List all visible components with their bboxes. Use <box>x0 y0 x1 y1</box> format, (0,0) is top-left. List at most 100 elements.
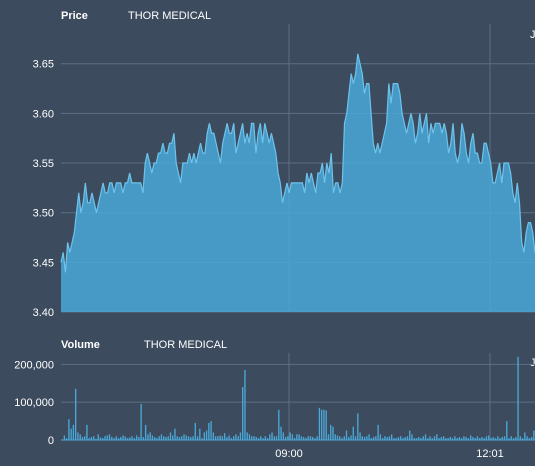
volume-bars-layer <box>61 356 535 441</box>
volume-bar <box>278 409 280 440</box>
volume-bar <box>255 436 257 440</box>
volume-bar <box>63 435 66 440</box>
volume-bar <box>181 436 183 440</box>
volume-bar <box>479 438 481 440</box>
volume-bar <box>124 436 126 440</box>
volume-bar <box>111 436 113 440</box>
volume-bar <box>298 434 300 440</box>
volume-bar <box>483 438 485 440</box>
volume-bar <box>436 434 438 440</box>
volume-bar <box>178 436 181 440</box>
volume-bar <box>266 438 269 440</box>
volume-bar <box>273 436 275 440</box>
volume-ytick-label: 200,000 <box>14 359 54 371</box>
volume-ytick-label: 0 <box>48 435 54 447</box>
volume-bar <box>341 438 343 440</box>
volume-bar <box>271 432 273 440</box>
volume-bar <box>219 435 221 440</box>
volume-bar <box>68 419 70 440</box>
volume-bar <box>284 436 287 440</box>
volume-bar <box>492 436 494 440</box>
volume-bar <box>138 436 140 440</box>
price-line <box>60 53 535 273</box>
volume-bar <box>115 436 117 440</box>
volume-bar <box>90 436 93 440</box>
volume-bar <box>309 436 312 440</box>
volume-bar <box>497 436 499 440</box>
volume-bar <box>237 436 239 440</box>
volume-bar <box>289 432 291 440</box>
volume-bar <box>167 436 169 440</box>
volume-bar <box>244 370 246 440</box>
volume-bar <box>476 436 479 440</box>
volume-bar <box>149 432 151 440</box>
volume-bar <box>352 426 354 440</box>
volume-bar <box>456 438 458 440</box>
volume-bar <box>318 407 321 440</box>
volume-bar <box>70 428 72 440</box>
volume-bar <box>485 436 488 440</box>
volume-bar <box>442 436 445 440</box>
volume-bar <box>147 434 149 440</box>
volume-bar <box>205 430 208 440</box>
volume-bar <box>163 436 165 440</box>
volume-bar <box>172 435 174 440</box>
volume-bar <box>199 428 201 440</box>
volume-bar <box>345 430 348 440</box>
volume-bar <box>174 428 176 440</box>
volume-bar <box>316 436 318 440</box>
volume-bar <box>449 436 452 440</box>
price-corner-label: J <box>530 29 535 41</box>
volume-bar <box>176 436 178 440</box>
volume-bar <box>246 432 248 440</box>
volume-bar <box>93 436 95 440</box>
volume-bar <box>411 434 413 440</box>
volume-bar <box>282 432 284 440</box>
volume-bar <box>363 436 366 440</box>
volume-bar <box>221 436 224 440</box>
volume-bar <box>418 436 420 440</box>
volume-bar <box>307 436 309 440</box>
volume-corner-label: J <box>530 357 535 369</box>
volume-bar <box>269 434 271 440</box>
volume-bar <box>235 434 237 440</box>
volume-bar <box>467 438 470 440</box>
volume-bar <box>404 436 406 440</box>
volume-bar <box>187 436 190 440</box>
volume-bar <box>447 438 449 440</box>
volume-bar <box>472 436 474 440</box>
volume-bar <box>366 436 368 440</box>
volume-bar <box>517 356 519 440</box>
volume-bar <box>348 436 350 440</box>
volume-bar <box>293 438 296 440</box>
volume-bar <box>86 424 88 440</box>
volume-bar <box>203 432 205 440</box>
volume-bar <box>296 434 298 440</box>
volume-bar <box>506 421 508 440</box>
volume-bar <box>370 438 373 440</box>
volume-bar <box>463 436 465 440</box>
volume-bar <box>129 437 131 440</box>
volume-bar <box>302 436 305 440</box>
volume-bar <box>287 436 289 440</box>
volume-bar <box>521 438 524 440</box>
price-ytick-label: 3.65 <box>33 59 54 71</box>
volume-bar <box>79 434 81 440</box>
volume-bar <box>113 438 115 440</box>
volume-bar <box>65 438 68 440</box>
volume-bar <box>334 434 336 440</box>
volume-bar <box>165 436 167 440</box>
time-xtick-label: 09:00 <box>275 448 303 460</box>
price-ytick-label: 3.50 <box>33 208 54 220</box>
volume-bar <box>95 438 97 440</box>
volume-bar <box>515 436 517 440</box>
volume-bar <box>386 436 388 440</box>
volume-bar <box>160 434 163 440</box>
volume-bar <box>460 438 463 440</box>
price-ytick-label: 3.45 <box>33 257 54 269</box>
volume-bar <box>379 434 382 440</box>
volume-bar <box>140 404 142 440</box>
volume-bar <box>420 438 422 440</box>
